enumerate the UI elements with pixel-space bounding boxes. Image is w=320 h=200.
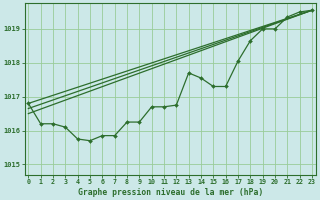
- X-axis label: Graphe pression niveau de la mer (hPa): Graphe pression niveau de la mer (hPa): [77, 188, 263, 197]
